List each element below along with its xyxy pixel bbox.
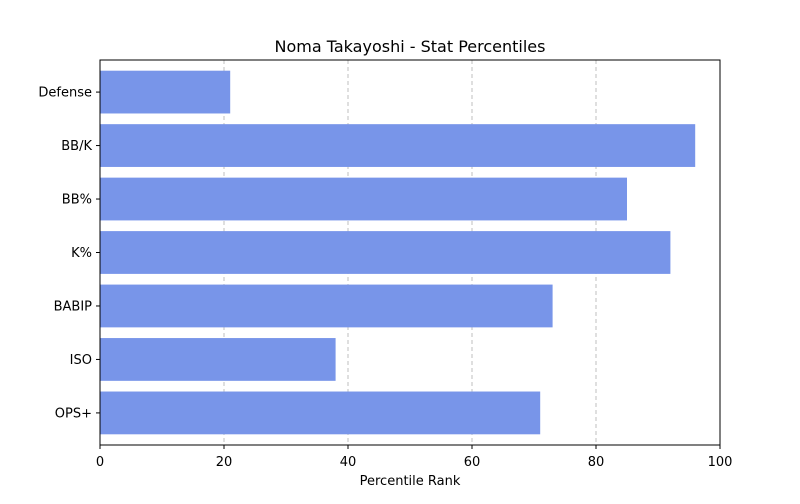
bar-ops (100, 391, 541, 435)
y-axis: OPS+ ISO BABIP K% BB% BB/K Defense (38, 86, 100, 421)
y-tick-label: ISO (70, 353, 92, 368)
x-tick-label: 40 (340, 455, 357, 470)
y-tick-label: BABIP (54, 299, 93, 314)
x-tick-label: 0 (96, 455, 104, 470)
bar-bb-k (100, 124, 696, 167)
x-tick-label: 60 (464, 455, 481, 470)
bar-defense (100, 70, 231, 114)
bar-babip (100, 284, 553, 328)
bar-bb (100, 177, 627, 221)
x-axis-label: Percentile Rank (360, 474, 461, 489)
y-tick-label: BB/K (61, 139, 92, 154)
x-tick-label: 80 (588, 455, 605, 470)
x-tick-label: 20 (216, 455, 233, 470)
chart-title: Noma Takayoshi - Stat Percentiles (275, 37, 546, 56)
y-tick-label: OPS+ (55, 406, 92, 421)
y-tick-label: Defense (38, 86, 92, 101)
y-tick-label: BB% (62, 193, 92, 208)
y-tick-label: K% (71, 246, 92, 261)
x-tick-label: 100 (708, 455, 733, 470)
bars-layer (100, 70, 696, 435)
x-axis: 0 20 40 60 80 100 (96, 445, 733, 470)
bar-iso (100, 338, 336, 381)
bar-k (100, 231, 671, 274)
